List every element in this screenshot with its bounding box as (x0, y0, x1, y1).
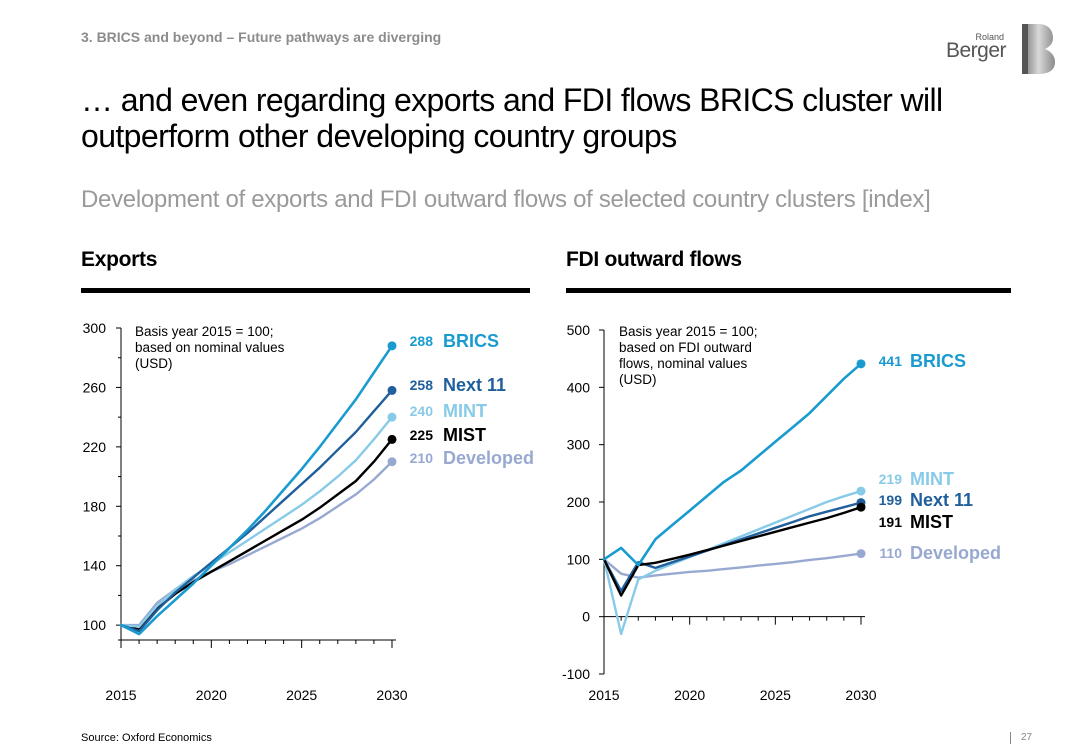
fdi-y-tick-label: 200 (567, 494, 591, 510)
exports-endpoint-developed (387, 457, 397, 467)
page-title: … and even regarding exports and FDI flo… (81, 82, 943, 154)
fdi-legend-brics: BRICS (910, 351, 966, 371)
exports-x-tick-label: 2020 (196, 687, 227, 703)
roland-berger-logo: Roland Berger (945, 22, 1056, 76)
exports-legend-next-11: Next 11 (443, 375, 506, 395)
exports-y-tick-label: 100 (83, 617, 107, 633)
exports-legend-brics: BRICS (443, 331, 499, 351)
exports-legend-developed: Developed (443, 448, 534, 468)
fdi-end-value-mist: 191 (879, 514, 903, 530)
breadcrumb: 3. BRICS and beyond – Future pathways ar… (81, 29, 442, 45)
exports-end-value-next-11: 258 (410, 377, 434, 393)
exports-panel-title: Exports (81, 248, 158, 271)
fdi-endpoint-mist (856, 502, 866, 512)
logo-b-mark (1022, 24, 1055, 74)
exports-endpoint-brics (387, 341, 397, 351)
exports-x-tick-label: 2025 (286, 687, 317, 703)
exports-y-tick-label: 220 (83, 439, 107, 455)
exports-series-next-11 (119, 389, 394, 633)
page-separator (1010, 732, 1011, 744)
fdi-series-mist (602, 506, 863, 597)
exports-end-value-mist: 225 (410, 427, 434, 443)
exports-endpoint-mint (387, 412, 397, 422)
exports-end-value-brics: 288 (410, 333, 434, 349)
exports-y-tick-label: 300 (83, 320, 107, 336)
fdi-panel-title: FDI outward flows (566, 248, 742, 271)
exports-end-value-mint: 240 (410, 403, 434, 419)
fdi-legend-next-11: Next 11 (910, 490, 973, 510)
fdi-endpoint-developed (856, 549, 866, 559)
fdi-series-mint (602, 489, 863, 636)
fdi-end-value-brics: 441 (879, 353, 903, 369)
exports-legend-mint: MINT (443, 401, 487, 421)
fdi-end-value-next-11: 199 (879, 492, 903, 508)
fdi-endpoint-mint (856, 486, 866, 496)
exports-x-tick-label: 2015 (105, 687, 136, 703)
fdi-legend-mist: MIST (910, 512, 953, 532)
source-note: Source: Oxford Economics (81, 732, 212, 744)
exports-series-mint (119, 415, 394, 628)
fdi-x-tick-label: 2025 (760, 687, 791, 703)
fdi-y-tick-label: 100 (567, 551, 591, 567)
fdi-y-tick-label: 0 (582, 609, 590, 625)
fdi-y-tick-label: 400 (567, 379, 591, 395)
exports-end-value-developed: 210 (410, 450, 434, 466)
logo-top-text: Roland (975, 32, 1004, 42)
fdi-y-tick-label: 300 (567, 437, 591, 453)
fdi-series-brics (602, 362, 863, 567)
exports-panel-rule (81, 288, 530, 293)
fdi-basis-note: Basis year 2015 = 100; based on FDI outwa… (619, 324, 757, 387)
fdi-y-tick-label: 500 (567, 322, 591, 338)
fdi-end-value-developed: 110 (879, 545, 902, 561)
logo-main-text: Berger (945, 39, 1007, 62)
fdi-endpoint-brics (856, 359, 866, 369)
exports-legend-mist: MIST (443, 425, 486, 445)
fdi-x-tick-label: 2020 (674, 687, 705, 703)
exports-y-tick-label: 140 (83, 558, 107, 574)
fdi-legend-developed: Developed (910, 543, 1001, 563)
fdi-x-tick-label: 2030 (845, 687, 876, 703)
page-number: 27 (1021, 732, 1033, 743)
fdi-x-tick-label: 2015 (588, 687, 619, 703)
exports-basis-note: Basis year 2015 = 100; based on nominal v… (135, 324, 285, 371)
exports-series-brics (119, 344, 394, 636)
fdi-series-developed (602, 552, 863, 579)
fdi-end-value-mint: 219 (879, 471, 903, 487)
exports-endpoint-mist (387, 434, 397, 444)
exports-endpoint-next-11 (387, 385, 397, 395)
page-subtitle: Development of exports and FDI outward f… (81, 186, 931, 213)
exports-y-tick-label: 260 (83, 379, 107, 395)
exports-x-tick-label: 2030 (376, 687, 407, 703)
fdi-y-tick-label: -100 (562, 666, 590, 682)
fdi-legend-mint: MINT (910, 469, 954, 489)
exports-y-tick-label: 180 (83, 498, 107, 514)
fdi-panel-rule (566, 288, 1011, 293)
